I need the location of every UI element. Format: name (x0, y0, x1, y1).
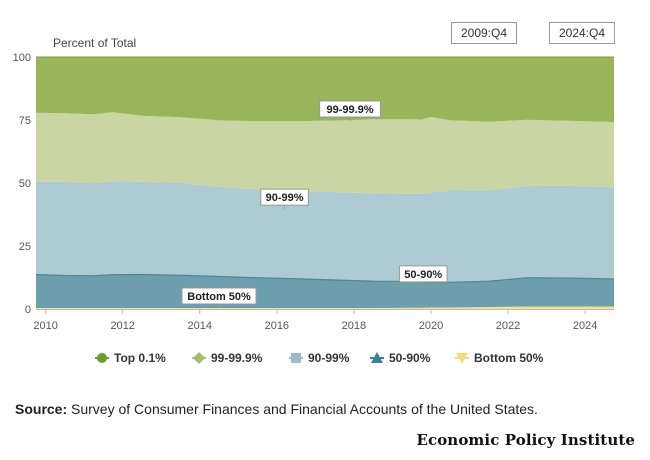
annotation-90-99-: 90-99% (260, 188, 309, 210)
legend-label: Top 0.1% (114, 351, 166, 365)
annotations: 99-99.9% 90-99% 50-90% Bottom 50% (181, 100, 448, 308)
source-note: Source: Survey of Consumer Finances and … (15, 401, 538, 417)
range-start-input[interactable]: 2009:Q4 (451, 22, 517, 44)
annotation-99-99-9-: 99-99.9% (319, 100, 381, 121)
series-line-50-90 (35, 273, 615, 283)
annotation-text: 99-99.9% (326, 104, 373, 116)
legend-label: Bottom 50% (474, 351, 544, 365)
y-tick-label: 25 (19, 241, 31, 253)
legend: Top 0.1% 99-99.9% 90-99% 50-90% Bottom 50% (0, 349, 650, 367)
x-tick-label: 2010 (33, 320, 57, 332)
area-series (35, 56, 615, 309)
source-text: Survey of Consumer Finances and Financia… (71, 401, 538, 417)
legend-marker-icon (192, 352, 206, 364)
brand-logo: Economic Policy Institute (416, 431, 635, 449)
range-end-input[interactable]: 2024:Q4 (549, 22, 615, 44)
legend-label: 90-99% (308, 351, 350, 365)
annotation-text: 90-99% (266, 192, 304, 204)
y-tick-label: 50 (19, 178, 31, 190)
x-tick-label: 2018 (342, 320, 366, 332)
y-tick-label: 100 (13, 52, 31, 64)
y-tick-label: 75 (19, 115, 31, 127)
area-99-99-9- (36, 112, 614, 194)
annotation-text: Bottom 50% (187, 291, 251, 303)
annotation-text: 50-90% (404, 269, 442, 281)
area-top-0-1- (36, 57, 614, 123)
source-label: Source: (15, 401, 68, 417)
y-axis-label: Percent of Total (53, 36, 136, 50)
y-tick-label: 0 (25, 304, 31, 316)
x-tick-label: 2024 (573, 320, 597, 332)
x-tick-label: 2016 (265, 320, 289, 332)
area-50-90- (36, 274, 614, 308)
x-tick-label: 2012 (110, 320, 134, 332)
area-bottom-50- (36, 306, 614, 309)
stacked-area-chart: 0 25 50 75 100 2010 2012 2014 2016 2018 2020 2022 20… (13, 36, 615, 332)
legend-marker-icon (95, 353, 109, 363)
area-90-99- (36, 181, 614, 283)
axes: 0 25 50 75 100 2010 2012 2014 2016 2018 2020 2022 20… (13, 52, 614, 332)
x-tick-label: 2014 (188, 320, 212, 332)
annotation-bottom-50-: Bottom 50% (181, 287, 257, 308)
legend-marker-icon (370, 352, 384, 363)
legend-label: 99-99.9% (211, 351, 263, 365)
legend-marker-icon (455, 353, 469, 364)
x-tick-label: 2022 (496, 320, 520, 332)
x-tick-label: 2020 (419, 320, 443, 332)
legend-label: 50-90% (389, 351, 431, 365)
legend-marker-icon (289, 353, 303, 363)
annotation-50-90-: 50-90% (398, 265, 448, 286)
